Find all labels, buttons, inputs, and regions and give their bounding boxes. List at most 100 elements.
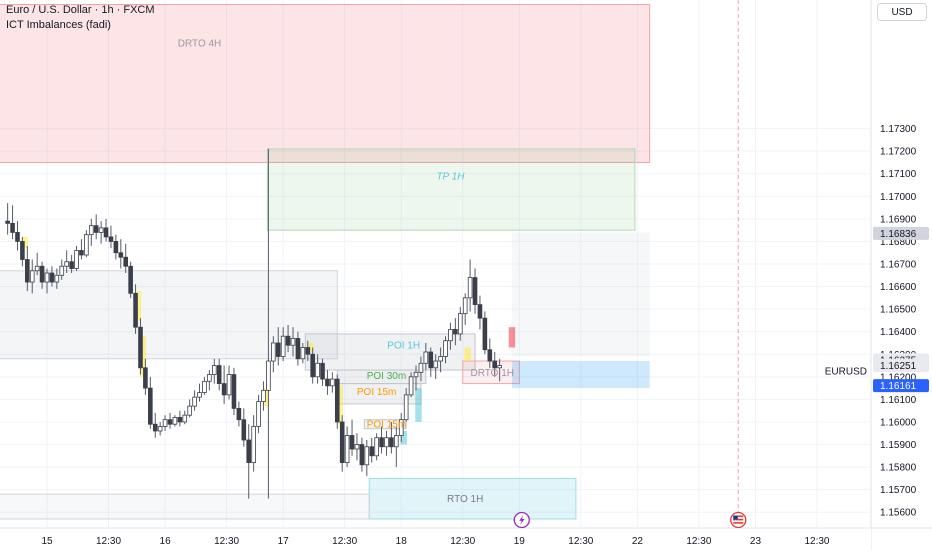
- candle: [167, 412, 173, 429]
- zone-label: POI 15m: [367, 420, 406, 431]
- candle: [44, 268, 50, 294]
- candle-body-down: [148, 387, 153, 425]
- candle: [29, 259, 35, 294]
- candle: [221, 365, 227, 404]
- candle-body-down: [20, 241, 25, 260]
- time-axis-bg: [0, 528, 871, 550]
- candle: [467, 259, 473, 312]
- candle-body-down: [167, 419, 173, 425]
- candle: [133, 284, 138, 334]
- candle-body-down: [118, 252, 124, 258]
- candle-body-up: [315, 362, 320, 378]
- candle-body-down: [39, 265, 45, 283]
- candle: [280, 327, 286, 362]
- candle: [256, 394, 261, 434]
- candle: [84, 230, 89, 258]
- candle: [339, 415, 345, 472]
- candle-body-down: [320, 362, 325, 380]
- candle: [266, 148, 271, 499]
- price-axis: 1.17300 1.17200 1.17100 1.17000 1.16900 1.168…: [825, 0, 932, 550]
- candle-body-up: [300, 347, 306, 360]
- candle: [79, 239, 84, 260]
- zone-label: TP 1H: [436, 172, 465, 183]
- candle-body-up: [344, 435, 350, 463]
- candle: [423, 342, 429, 371]
- candle: [192, 390, 197, 411]
- price-axis-bg: [871, 0, 932, 550]
- price-tick-label: 1.16400: [880, 327, 917, 338]
- price-label-box: [873, 226, 929, 240]
- candle: [403, 388, 409, 422]
- price-tick-label: 1.16100: [880, 395, 917, 406]
- candle: [325, 370, 330, 395]
- candle: [398, 412, 404, 443]
- imbalance-highlight: [464, 347, 471, 362]
- currency-button[interactable]: USD: [877, 3, 927, 21]
- candle: [443, 336, 448, 364]
- candle: [389, 421, 394, 454]
- time-axis: 15 12:30 16 12:30 17 12:30 18 12:30 19 12:30 22 12:…: [0, 511, 932, 550]
- price-tick-label: 1.15800: [880, 463, 917, 474]
- candle: [182, 410, 188, 425]
- candle: [482, 311, 488, 355]
- candle-body-up: [202, 380, 207, 394]
- candle-body-up: [384, 437, 389, 448]
- price-tick-label: 1.16800: [880, 237, 917, 248]
- time-tick-label: 23: [750, 536, 762, 547]
- candle-body-up: [457, 313, 463, 335]
- imbalance-highlight: [415, 388, 422, 422]
- candle: [246, 424, 252, 499]
- candle: [74, 245, 79, 271]
- candle: [487, 338, 493, 368]
- candle: [10, 205, 15, 240]
- candle-body-down: [236, 408, 242, 421]
- candle-body-up: [448, 329, 453, 342]
- symbol-label: EURUSD: [825, 367, 867, 378]
- price-tick-label: 1.17200: [880, 147, 917, 158]
- candle: [236, 401, 242, 427]
- time-tick-label: 18: [396, 536, 408, 547]
- price-tick-label: 1.16000: [880, 417, 917, 428]
- candle: [197, 383, 202, 402]
- candle: [394, 426, 399, 468]
- price-tick-label: 1.16900: [880, 214, 917, 225]
- price-label: 1.16161: [880, 381, 917, 392]
- zone-labels-layer: DRTO 4H TP 1H POI 1H POI 30m POI 15m DRTO 1H P…: [178, 38, 514, 505]
- candle: [93, 214, 99, 240]
- candle: [20, 236, 25, 267]
- indicator-name[interactable]: ICT Imbalances (fadi): [6, 19, 111, 31]
- candle: [379, 426, 384, 454]
- candle-body-up: [44, 272, 50, 283]
- candle-body-down: [246, 439, 252, 463]
- candle-body-down: [216, 365, 222, 384]
- candle-body-down: [108, 236, 114, 242]
- candle: [354, 433, 360, 461]
- time-tick-label: 15: [41, 536, 53, 547]
- zone-label: POI 1H: [387, 341, 420, 352]
- candle: [359, 437, 365, 472]
- time-tick-label: 12:30: [450, 536, 475, 547]
- candle-body-up: [29, 270, 35, 283]
- candle-body-up: [182, 414, 188, 423]
- candle: [113, 234, 119, 260]
- candle-body-down: [103, 227, 109, 238]
- candle-body-up: [172, 417, 178, 425]
- candle-body-down: [275, 342, 281, 357]
- candle-body-down: [138, 326, 143, 369]
- candle: [69, 254, 74, 274]
- candle-body-down: [49, 272, 55, 283]
- time-tick-label: 12:30: [804, 536, 829, 547]
- candle-body-up: [290, 338, 296, 346]
- candle-body-up: [59, 265, 65, 276]
- candle-body-up: [433, 360, 438, 369]
- candle-body-up: [187, 405, 192, 416]
- candle-body-down: [477, 304, 483, 319]
- candle: [25, 245, 30, 292]
- candle: [492, 352, 498, 377]
- candle: [261, 381, 266, 411]
- imbalance-highlight: [139, 336, 147, 377]
- candle: [330, 372, 335, 393]
- candle: [34, 252, 40, 276]
